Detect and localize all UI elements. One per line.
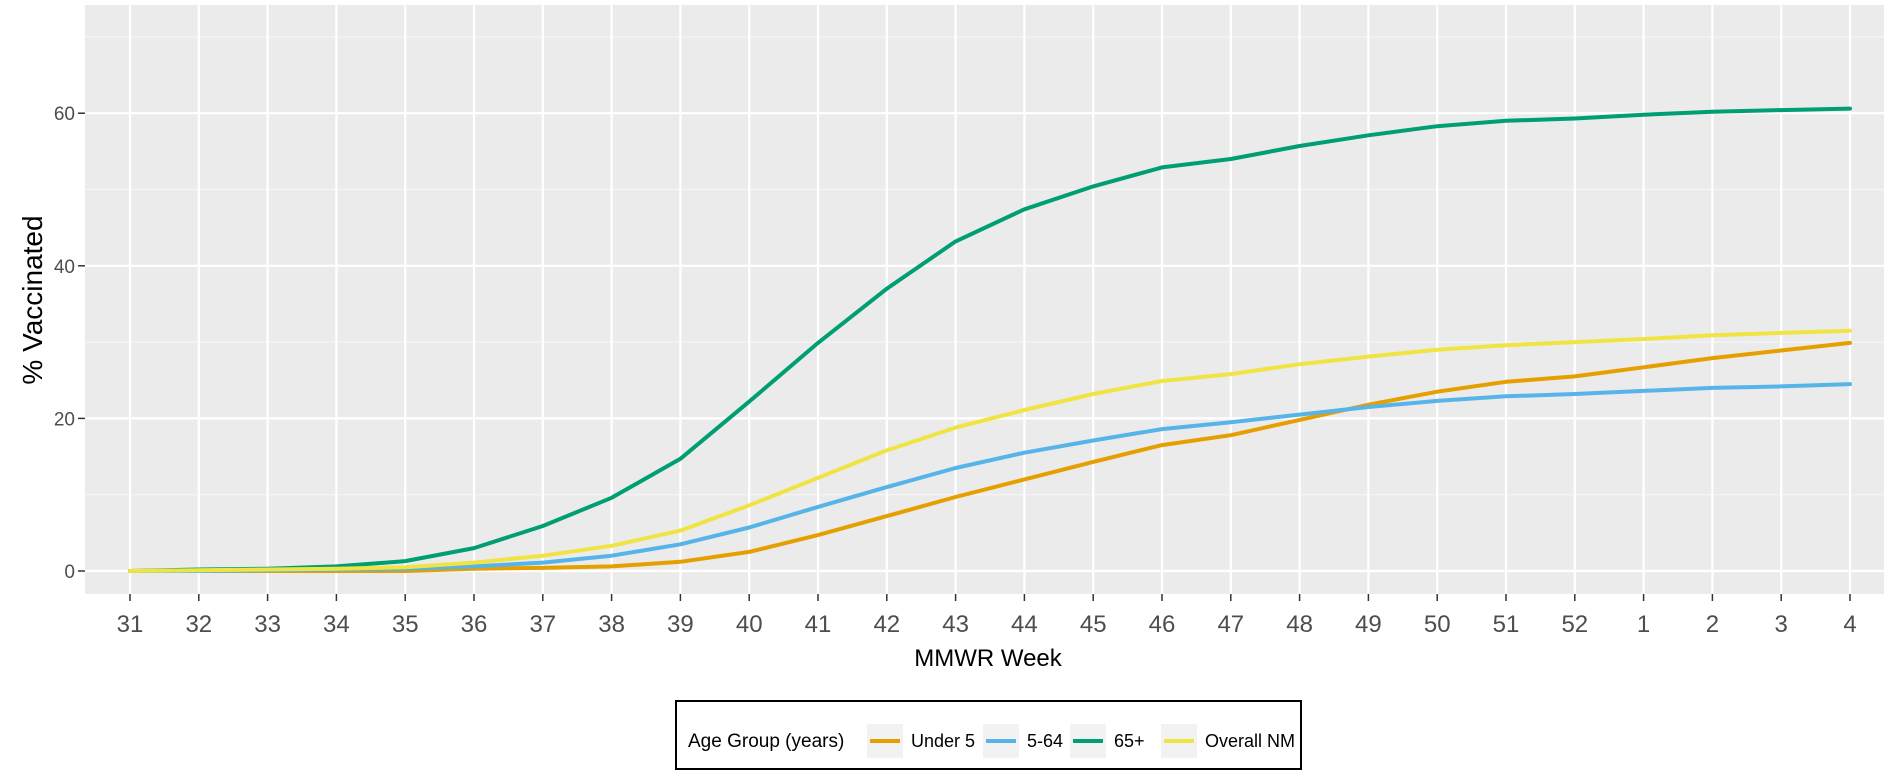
x-tick-label: 37 — [529, 611, 556, 638]
y-tick-label: 40 — [54, 257, 75, 278]
y-axis-title: % Vaccinated — [17, 215, 48, 384]
y-tick-label: 0 — [64, 562, 75, 583]
x-tick-label: 35 — [392, 611, 419, 638]
legend-label-overall-nm: Overall NM — [1205, 731, 1295, 751]
x-tick-label: 46 — [1149, 611, 1176, 638]
x-tick-label: 3 — [1775, 611, 1788, 638]
x-tick-label: 39 — [667, 611, 694, 638]
x-tick-label: 44 — [1011, 611, 1038, 638]
x-tick-label: 31 — [117, 611, 144, 638]
series-line-65- — [128, 106, 1852, 573]
x-tick-label: 48 — [1286, 611, 1313, 638]
x-tick-label: 1 — [1637, 611, 1650, 638]
x-tick-label: 42 — [873, 611, 900, 638]
x-tick-label: 50 — [1424, 611, 1451, 638]
legend-items: Under 5 5-64 65+ Overall NM — [867, 724, 1295, 758]
legend-label-65-: 65+ — [1114, 731, 1145, 751]
x-tick-label: 43 — [942, 611, 969, 638]
x-tick-label: 41 — [805, 611, 832, 638]
x-axis-title: MMWR Week — [914, 645, 1063, 672]
x-tick-label: 33 — [254, 611, 281, 638]
x-tick-label: 34 — [323, 611, 350, 638]
legend-label-under-5: Under 5 — [911, 731, 975, 751]
x-tick-label: 49 — [1355, 611, 1382, 638]
y-axis: 0 20 40 60 — [54, 104, 85, 583]
legend-title: Age Group (years) — [688, 731, 844, 752]
series-line-under-5 — [128, 340, 1852, 573]
x-tick-label: 36 — [461, 611, 488, 638]
x-tick-label: 38 — [598, 611, 625, 638]
x-tick-label: 45 — [1080, 611, 1107, 638]
x-tick-label: 32 — [185, 611, 212, 638]
x-tick-label: 51 — [1493, 611, 1520, 638]
plot-panel — [85, 5, 1884, 594]
legend-label-5-64: 5-64 — [1027, 731, 1063, 751]
x-axis: 31 32 33 34 35 36 37 38 39 40 41 42 43 44 45 46 47 48 49 50… — [117, 594, 1857, 638]
x-tick-label: 47 — [1217, 611, 1244, 638]
x-tick-label: 52 — [1561, 611, 1588, 638]
y-tick-label: 20 — [54, 409, 75, 430]
x-tick-label: 2 — [1706, 611, 1719, 638]
y-tick-label: 60 — [54, 104, 75, 125]
legend: Age Group (years) Under 5 5-64 65+ Overall … — [675, 700, 1302, 770]
x-tick-label: 40 — [736, 611, 763, 638]
x-tick-label: 4 — [1843, 611, 1856, 638]
series-lines — [128, 106, 1852, 573]
series-line-overall-nm — [128, 328, 1852, 573]
